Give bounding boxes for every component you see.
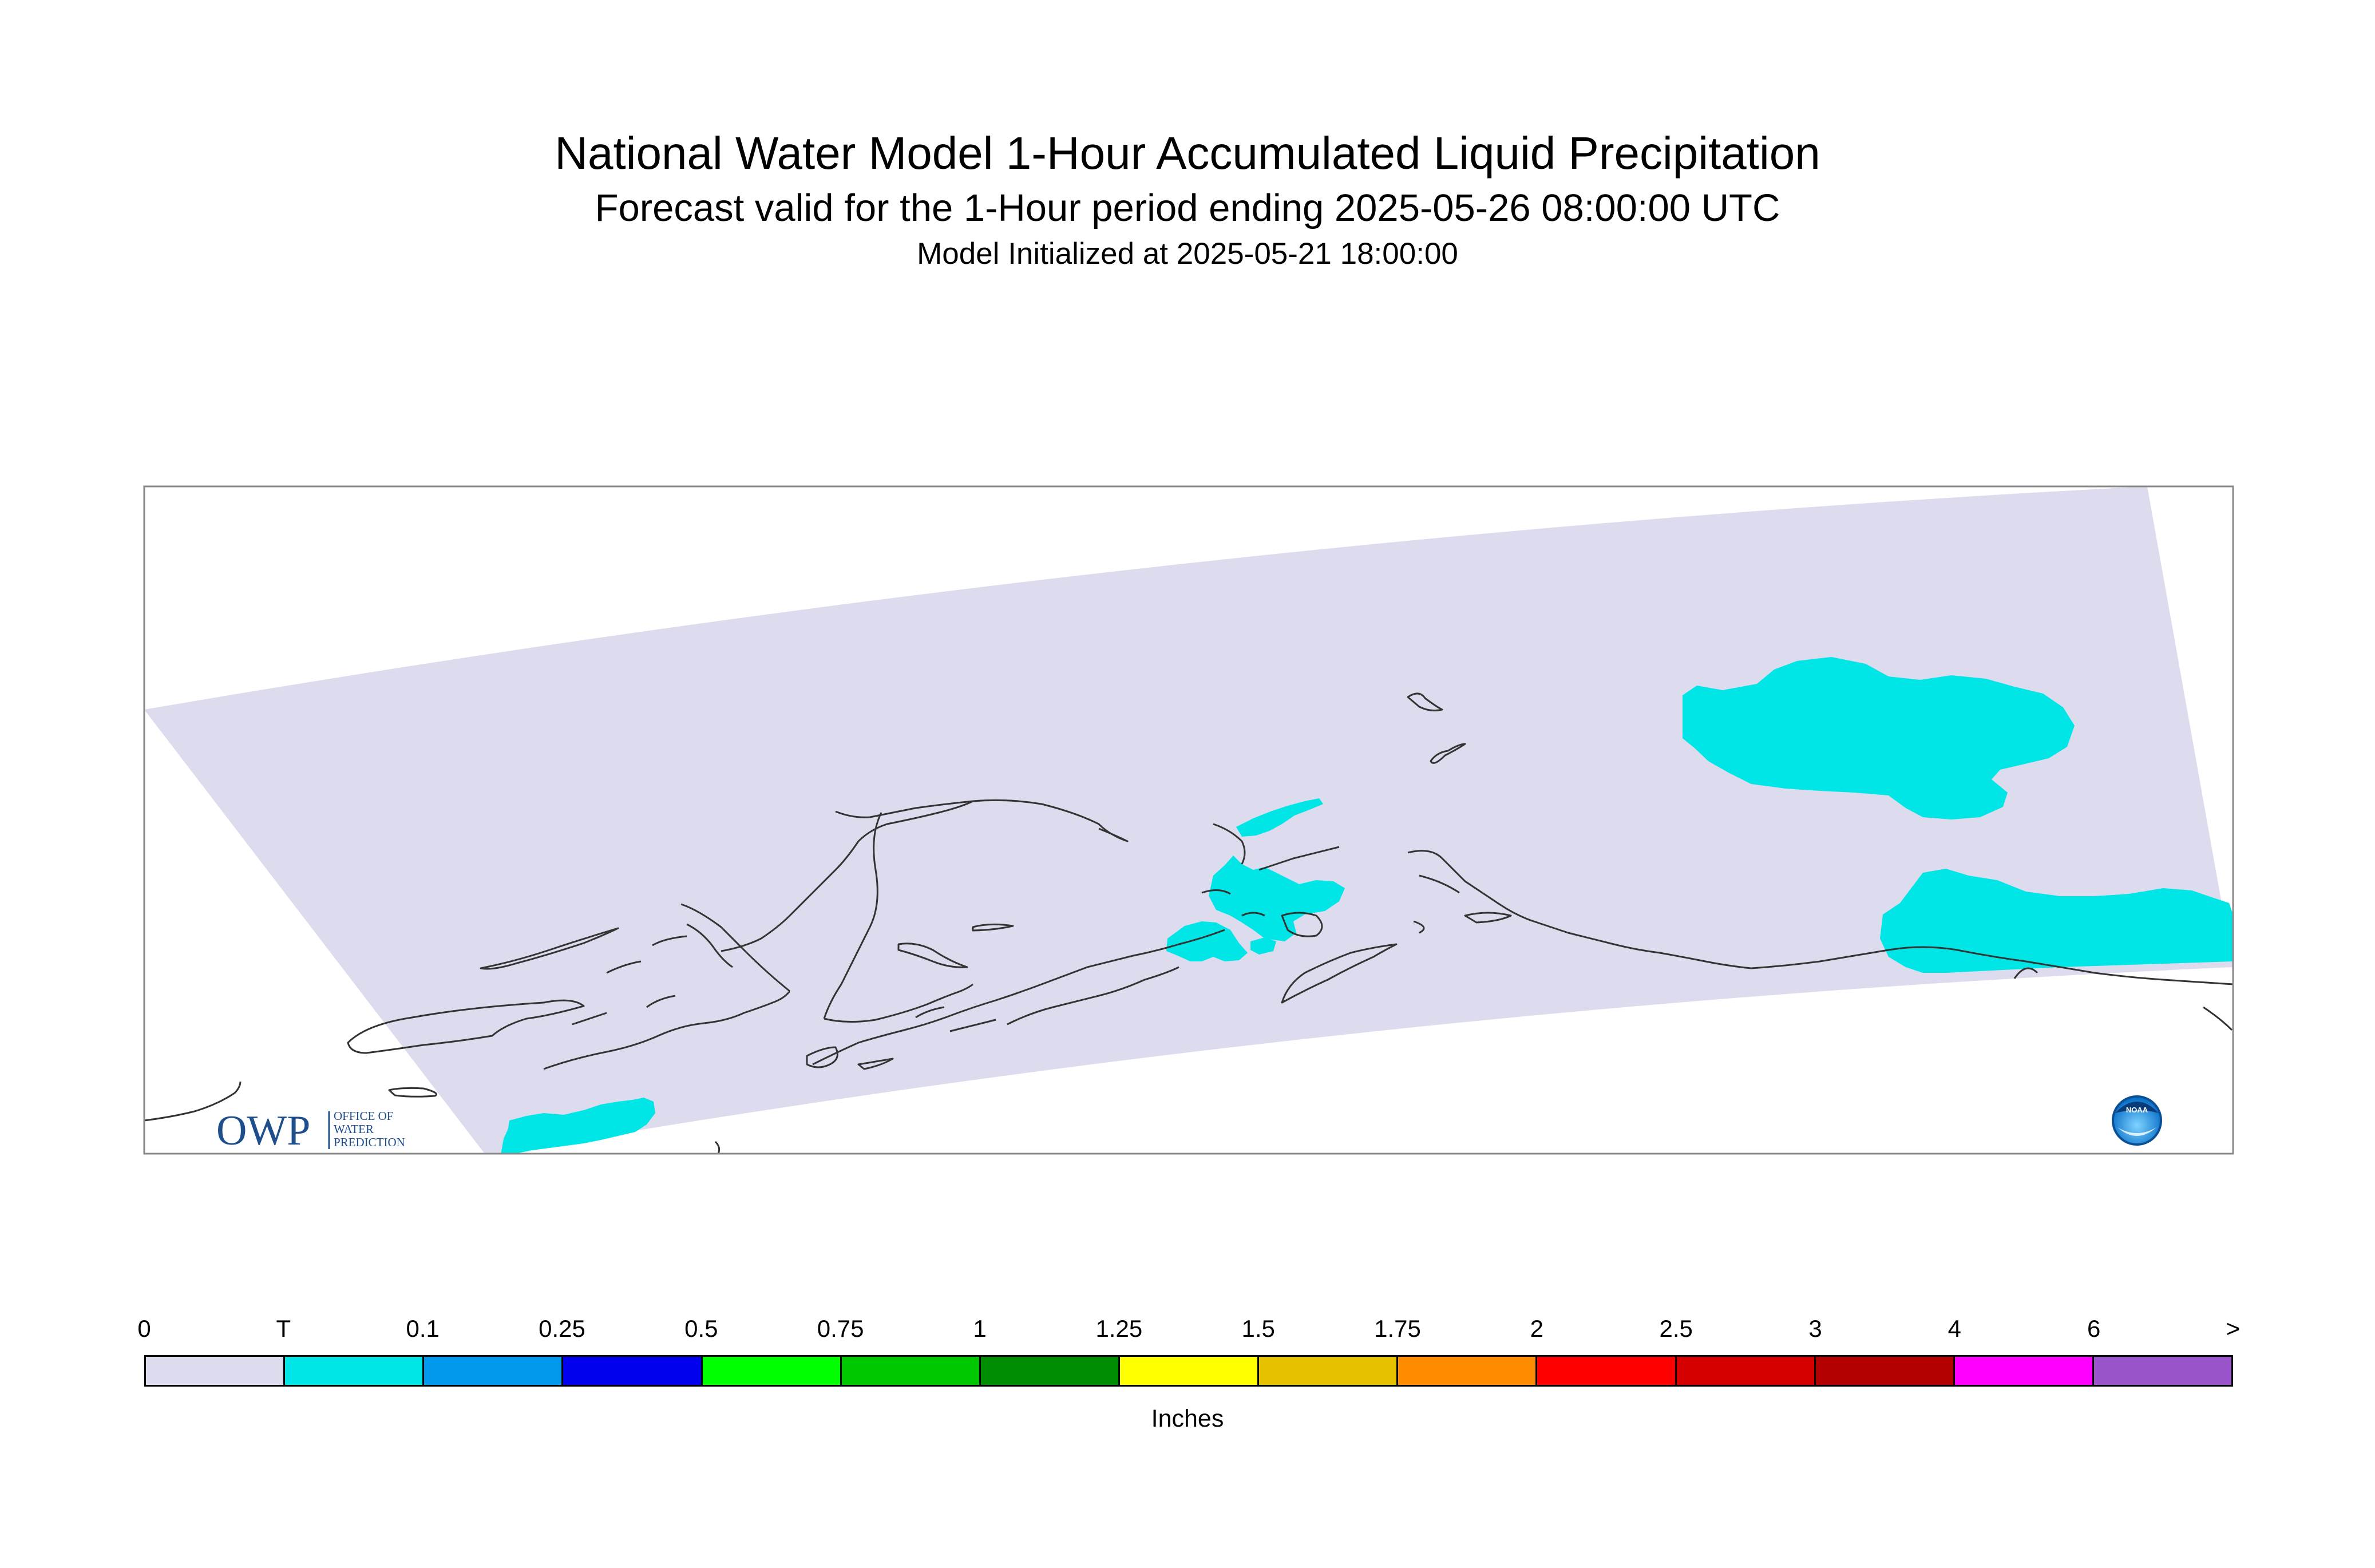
legend-tick-label: 2: [1530, 1315, 1544, 1342]
legend-tick-label: T: [276, 1315, 291, 1342]
legend-tick-label: 0.25: [539, 1315, 585, 1342]
legend-swatch: [1259, 1357, 1399, 1385]
legend-tick-label: 0: [137, 1315, 151, 1342]
legend-swatch: [1676, 1357, 1816, 1385]
forecast-valid-subtitle: Forecast valid for the 1-Hour period end…: [595, 187, 1780, 229]
model-domain: [144, 486, 2233, 1154]
precip-areas: [501, 657, 2233, 1154]
noaa-logo: NOAA: [2112, 1095, 2162, 1146]
noaa-logo-text: NOAA: [2126, 1106, 2148, 1114]
legend-swatch: [1398, 1357, 1538, 1385]
legend-swatch: [702, 1357, 842, 1385]
owp-logo: OWP OFFICE OF WATER PREDICTION: [216, 1107, 405, 1154]
legend-tick-label: 3: [1808, 1315, 1822, 1342]
legend-swatch: [980, 1357, 1120, 1385]
legend-units-label: Inches: [1151, 1405, 1224, 1432]
precip-area-east-north: [1683, 657, 2075, 819]
legend-swatch: [2093, 1357, 2232, 1385]
map-title: National Water Model 1-Hour Accumulated …: [555, 128, 1820, 179]
legend-tick-label: 0.75: [817, 1315, 864, 1342]
legend-tick-label: 1.75: [1374, 1315, 1421, 1342]
owp-logo-line3: PREDICTION: [334, 1135, 405, 1149]
legend-swatch: [1954, 1357, 2094, 1385]
legend-tick-label: >: [2226, 1315, 2241, 1342]
legend-colorbar: [144, 1355, 2233, 1387]
map-frame: [143, 485, 2234, 1155]
legend-swatch: [1537, 1357, 1677, 1385]
owp-logo-text: OWP: [216, 1107, 310, 1154]
legend-swatch: [1119, 1357, 1260, 1385]
legend-tick-label: 6: [2087, 1315, 2101, 1342]
legend-swatch: [424, 1357, 564, 1385]
legend-swatch: [841, 1357, 981, 1385]
precip-area-central-main: [1209, 856, 1345, 941]
legend-swatch: [1815, 1357, 1955, 1385]
model-init-subtitle: Model Initialized at 2025-05-21 18:00:00: [917, 237, 1458, 271]
legend-tick-label: 1.25: [1095, 1315, 1143, 1342]
owp-logo-line1: OFFICE OF: [334, 1109, 393, 1123]
owp-logo-line2: WATER: [334, 1122, 374, 1136]
legend-swatch: [563, 1357, 703, 1385]
legend-tick-label: 1.5: [1241, 1315, 1275, 1342]
coastlines: [144, 692, 2233, 1154]
legend-swatch: [285, 1357, 425, 1385]
legend-tick-label: 1: [973, 1315, 987, 1342]
legend-swatch: [146, 1357, 286, 1385]
precip-area-central-south: [1250, 937, 1276, 955]
precip-area-central-west: [1166, 921, 1248, 961]
precip-area-east-south: [1880, 869, 2233, 973]
precip-area-central-north: [1236, 798, 1323, 837]
legend-tick-label: 4: [1948, 1315, 1962, 1342]
legend-tick-label: 0.5: [684, 1315, 718, 1342]
legend-tick-label: 0.1: [406, 1315, 440, 1342]
legend-tick-label: 2.5: [1659, 1315, 1693, 1342]
precip-area-southwest: [501, 1098, 655, 1154]
